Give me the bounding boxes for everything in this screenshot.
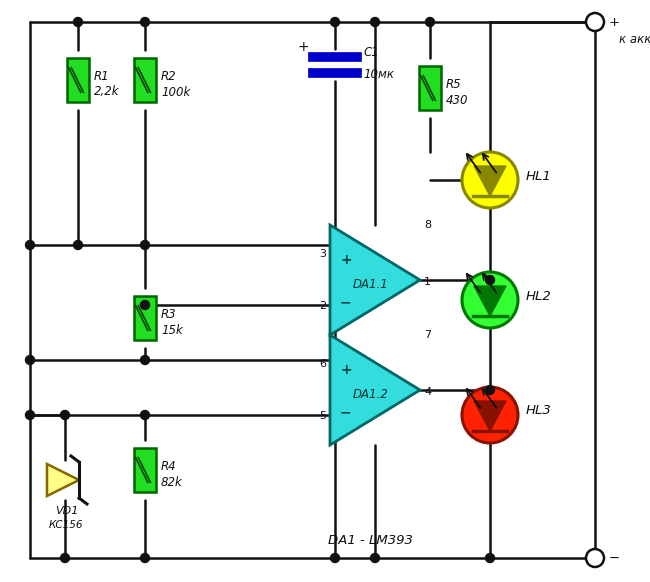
Polygon shape	[474, 401, 506, 431]
Text: DA1 - LM393: DA1 - LM393	[328, 534, 413, 546]
Circle shape	[25, 410, 34, 420]
Text: HL2: HL2	[526, 289, 552, 303]
Circle shape	[25, 240, 34, 250]
Text: +: +	[340, 253, 352, 267]
Polygon shape	[330, 335, 420, 445]
Text: R2: R2	[161, 69, 177, 83]
FancyBboxPatch shape	[419, 66, 441, 110]
Circle shape	[486, 275, 495, 285]
Text: DA1.2: DA1.2	[352, 389, 389, 402]
Text: R1: R1	[94, 69, 110, 83]
Circle shape	[140, 300, 150, 310]
Text: VD1: VD1	[55, 506, 79, 516]
Text: C1: C1	[363, 47, 379, 59]
Text: R4: R4	[161, 460, 177, 473]
Circle shape	[140, 240, 150, 250]
Circle shape	[370, 553, 380, 562]
Circle shape	[330, 553, 339, 562]
Text: R5: R5	[446, 77, 462, 90]
Text: +: +	[297, 40, 309, 54]
Text: 82k: 82k	[161, 475, 183, 488]
Circle shape	[462, 152, 518, 208]
Text: DA1.1: DA1.1	[352, 279, 389, 292]
Text: +: +	[340, 363, 352, 377]
Text: 8: 8	[424, 220, 431, 230]
Circle shape	[586, 549, 604, 567]
Text: 15k: 15k	[161, 324, 183, 336]
Text: КС156: КС156	[49, 520, 83, 530]
Text: −: −	[340, 405, 352, 419]
Text: −: −	[609, 552, 620, 565]
Circle shape	[426, 17, 434, 27]
Circle shape	[60, 553, 70, 562]
Text: −: −	[340, 295, 352, 309]
Text: 4: 4	[424, 387, 431, 397]
Polygon shape	[330, 225, 420, 335]
Circle shape	[586, 13, 604, 31]
Polygon shape	[474, 166, 506, 196]
Circle shape	[370, 17, 380, 27]
Text: 430: 430	[446, 94, 469, 107]
Text: 5: 5	[319, 411, 326, 421]
Text: 100k: 100k	[161, 86, 190, 98]
Text: 1: 1	[424, 277, 431, 287]
Text: 7: 7	[424, 330, 431, 340]
FancyBboxPatch shape	[134, 448, 156, 492]
Circle shape	[330, 17, 339, 27]
Circle shape	[73, 240, 83, 250]
Text: R3: R3	[161, 307, 177, 321]
Circle shape	[73, 17, 83, 27]
Text: +: +	[609, 16, 620, 29]
Circle shape	[486, 385, 495, 395]
FancyBboxPatch shape	[67, 58, 89, 102]
Circle shape	[140, 553, 150, 562]
Circle shape	[25, 356, 34, 364]
Circle shape	[140, 17, 150, 27]
Text: HL1: HL1	[526, 169, 552, 183]
Circle shape	[140, 410, 150, 420]
Text: 2: 2	[319, 301, 326, 311]
Text: HL3: HL3	[526, 404, 552, 417]
FancyBboxPatch shape	[134, 296, 156, 340]
Polygon shape	[474, 286, 506, 316]
Polygon shape	[47, 464, 79, 496]
Circle shape	[462, 272, 518, 328]
Circle shape	[60, 410, 70, 420]
Text: 6: 6	[319, 359, 326, 369]
Text: 10мк: 10мк	[363, 69, 394, 81]
Circle shape	[140, 356, 150, 364]
FancyBboxPatch shape	[134, 58, 156, 102]
Circle shape	[486, 553, 495, 562]
Circle shape	[462, 387, 518, 443]
Text: к аккумулятору: к аккумулятору	[619, 34, 650, 47]
Text: 3: 3	[319, 249, 326, 259]
Text: 2,2k: 2,2k	[94, 86, 120, 98]
